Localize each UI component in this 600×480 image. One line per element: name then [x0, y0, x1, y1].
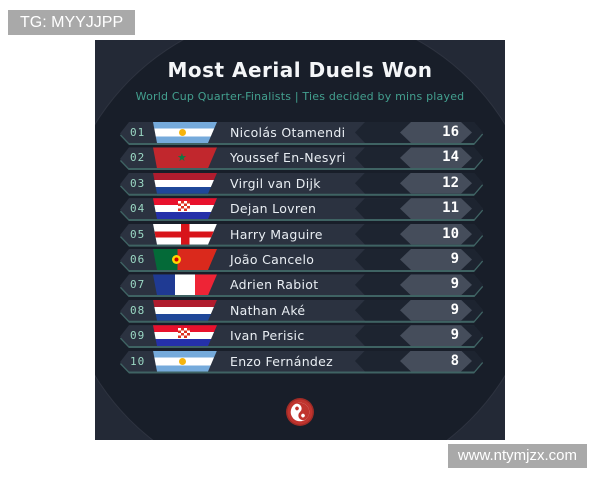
value-label: 16 — [442, 124, 459, 140]
table-row: 05 Harry Maguire 10 — [120, 223, 483, 245]
brand-logo-icon — [286, 398, 314, 426]
argentina-flag-icon — [153, 122, 217, 143]
value-label: 10 — [442, 225, 459, 242]
page-title: Most Aerial Duels Won — [167, 58, 433, 82]
rank-label: 02 — [130, 151, 146, 165]
website-watermark: www.ntymjzx.com — [447, 444, 587, 468]
rank-label: 03 — [130, 176, 146, 190]
value-label: 9 — [450, 327, 459, 344]
stats-card: Most Aerial Duels Won World Cup Quarter-… — [95, 40, 505, 440]
player-name: João Cancelo — [230, 251, 315, 267]
value-badge: 9 — [400, 325, 472, 347]
leaderboard: 01 Nicolás Otamendi 16 02 Youssef En-Nes… — [120, 122, 483, 376]
value-badge: 9 — [400, 299, 472, 321]
value-badge: 16 — [400, 122, 472, 143]
rank-label: 04 — [130, 202, 146, 216]
france-flag-icon — [153, 274, 217, 295]
portugal-flag-icon — [153, 249, 217, 270]
value-badge: 9 — [400, 274, 472, 296]
value-label: 12 — [442, 174, 459, 191]
value-badge: 11 — [400, 198, 472, 220]
rank-label: 07 — [130, 278, 146, 292]
player-name: Harry Maguire — [230, 226, 323, 242]
value-label: 8 — [450, 352, 459, 369]
value-badge: 8 — [400, 350, 472, 372]
player-name: Nathan Aké — [230, 302, 306, 318]
player-name: Virgil van Dijk — [230, 175, 321, 191]
value-label: 9 — [450, 301, 459, 318]
table-row: 04 Dejan Lovren 11 — [120, 198, 483, 220]
value-label: 14 — [442, 149, 459, 166]
table-row: 03 Virgil van Dijk 12 — [120, 172, 483, 194]
value-label: 11 — [442, 200, 459, 217]
value-badge: 12 — [400, 172, 472, 194]
value-badge: 10 — [400, 223, 472, 245]
player-name: Youssef En-Nesyri — [230, 150, 346, 166]
rank-label: 05 — [130, 227, 146, 241]
table-row: 02 Youssef En-Nesyri 14 — [120, 147, 483, 169]
player-name: Nicolás Otamendi — [230, 125, 346, 140]
table-row: 06 João Cancelo 9 — [120, 248, 483, 270]
rank-label: 08 — [130, 303, 146, 317]
value-label: 9 — [450, 250, 459, 267]
rank-label: 06 — [130, 252, 146, 266]
player-name: Enzo Fernández — [230, 353, 334, 369]
value-badge: 9 — [400, 248, 472, 270]
page-subtitle: World Cup Quarter-Finalists | Ties decid… — [135, 90, 465, 103]
rank-label: 01 — [130, 126, 146, 139]
value-label: 9 — [450, 276, 459, 293]
morocco-flag-icon — [153, 147, 217, 168]
table-row: 01 Nicolás Otamendi 16 — [120, 122, 483, 143]
netherlands-flag-icon — [153, 173, 217, 194]
player-name: Adrien Rabiot — [230, 277, 319, 293]
telegram-watermark: TG: MYYJJPP — [8, 10, 136, 35]
table-row: 08 Nathan Aké 9 — [120, 299, 483, 321]
croatia-flag-icon — [153, 198, 217, 219]
rank-label: 10 — [130, 354, 146, 368]
table-row: 10 Enzo Fernández 8 — [120, 350, 483, 372]
rank-label: 09 — [130, 329, 146, 343]
player-name: Dejan Lovren — [230, 201, 317, 217]
player-name: Ivan Perisic — [230, 328, 305, 344]
table-row: 07 Adrien Rabiot 9 — [120, 274, 483, 296]
netherlands-flag-icon — [153, 300, 217, 321]
value-badge: 14 — [400, 147, 472, 169]
croatia-flag-icon — [153, 325, 217, 346]
table-row: 09 Ivan Perisic 9 — [120, 325, 483, 347]
argentina-flag-icon — [153, 351, 217, 372]
england-flag-icon — [153, 224, 217, 245]
